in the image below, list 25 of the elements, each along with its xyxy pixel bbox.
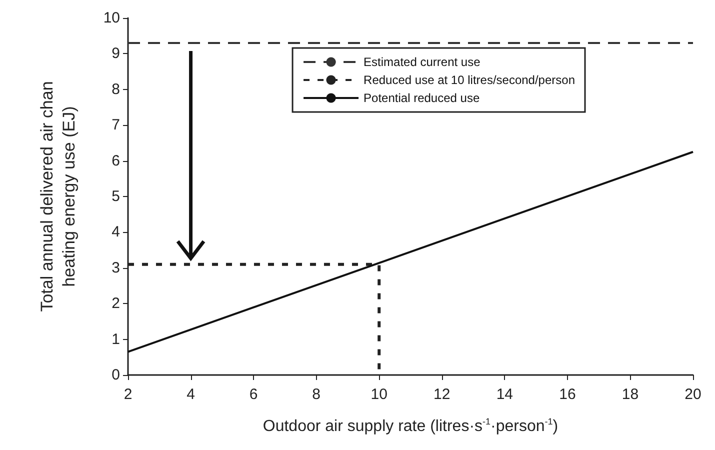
y-tick-label: 6	[112, 152, 120, 170]
y-tick-label: 9	[112, 45, 120, 62]
x-tick-label: 6	[249, 386, 258, 403]
x-tick-label: 10	[370, 386, 388, 403]
x-tick-label: 18	[622, 386, 639, 403]
y-tick-label: 0	[112, 366, 120, 384]
y-tick-label: 10	[103, 10, 120, 26]
x-tick-label: 16	[559, 386, 576, 403]
legend-label: Estimated current use	[364, 55, 481, 69]
x-tick-label: 20	[684, 386, 702, 403]
y-tick-label: 7	[112, 116, 120, 134]
y-axis-title: Total annual delivered air chan heating energy use (EJ)	[38, 81, 78, 312]
legend-label: Potential reduced use	[364, 91, 480, 105]
y-tick-label: 2	[112, 295, 120, 312]
y-tick-label: 8	[112, 80, 120, 98]
y-tick-label: 1	[112, 330, 120, 348]
x-tick-label: 12	[434, 386, 450, 403]
y-tick-label: 5	[112, 188, 120, 205]
x-tick-label: 4	[186, 386, 195, 403]
x-tick-label: 14	[496, 386, 514, 403]
y-tick-label: 4	[112, 224, 120, 241]
legend-label: Reduced use at 10 litres/second/person	[364, 73, 576, 87]
y-tick-label: 3	[112, 259, 120, 276]
x-tick-label: 2	[124, 386, 132, 403]
x-tick-label: 8	[312, 386, 321, 403]
